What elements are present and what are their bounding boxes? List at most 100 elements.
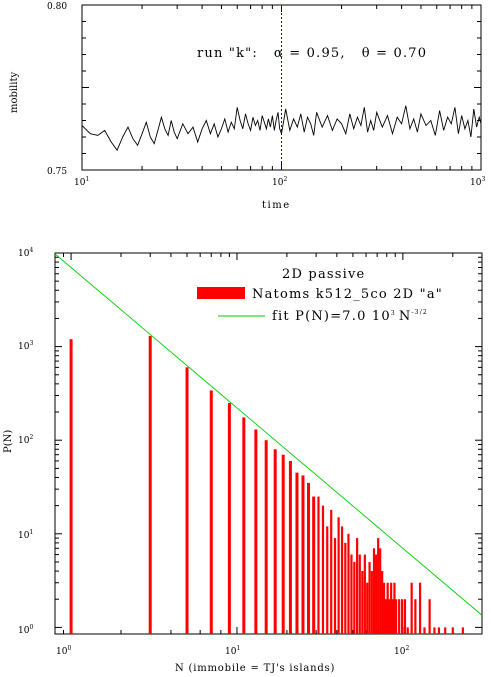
legend-label-bars: Natoms k512_5co 2D "a" <box>252 287 443 302</box>
top-x-tick-label-2: 103 <box>470 176 485 188</box>
histogram-bar <box>375 554 378 634</box>
bot-x-tick-exp-1: 1 <box>236 645 240 652</box>
histogram-bar <box>391 599 394 634</box>
histogram-bar <box>356 538 359 634</box>
top-x-tick-exp-0: 1 <box>85 176 89 183</box>
histogram-bar <box>388 599 391 634</box>
histogram-bar <box>381 571 384 634</box>
top-x-tick-label-0: 101 <box>74 176 89 188</box>
top-x-tick-label-1: 102 <box>272 176 287 188</box>
bot-y-tick-label-1: 101 <box>18 529 33 541</box>
bot-x-tick-base-1: 10 <box>225 647 237 657</box>
histogram-bar <box>406 627 409 634</box>
histogram-bar <box>461 627 464 634</box>
histogram-bar <box>337 517 340 634</box>
histogram-bar <box>437 627 441 634</box>
histogram-bar <box>433 627 436 634</box>
bot-x-tick-label-1: 101 <box>225 645 240 657</box>
bot-y-tick-base-1: 10 <box>18 531 30 541</box>
histogram-bar <box>330 509 333 634</box>
histogram-bar <box>148 335 152 634</box>
bot-y-tick-exp-1: 1 <box>29 529 33 536</box>
top-annotation: run "k": α = 0.95, θ = 0.70 <box>197 46 427 61</box>
histogram-bar <box>394 599 398 634</box>
bot-x-tick-exp-0: 0 <box>67 645 71 652</box>
bot-y-tick-base-0: 10 <box>18 626 30 636</box>
histogram-bar <box>340 526 344 634</box>
bottom-plot-frame <box>54 252 483 635</box>
histogram-bar <box>333 538 337 634</box>
histogram-bar <box>444 627 447 634</box>
bot-x-tick-base-0: 10 <box>56 647 68 657</box>
histogram-bar <box>377 538 380 634</box>
histogram-bar <box>393 582 396 634</box>
histogram-bar <box>401 599 404 634</box>
histogram-bar <box>368 561 371 634</box>
top-x-tick-base-0: 10 <box>74 178 86 188</box>
top-ticks <box>81 4 482 171</box>
mobility-chart: run "k": α = 0.95, θ = 0.70 0.80 0.75 10… <box>9 2 485 211</box>
histogram-bar <box>242 417 246 634</box>
histogram-bar <box>370 571 373 634</box>
top-x-tick-exp-1: 2 <box>283 176 287 183</box>
legend-label-fit: fit P(N)=7.0 103 N-3/2 <box>272 309 428 324</box>
bot-y-tick-label-0: 100 <box>18 624 33 636</box>
histogram-bar <box>307 482 311 634</box>
histogram-bar <box>347 533 350 634</box>
histogram-bar <box>428 599 431 634</box>
histogram-bar <box>295 472 299 634</box>
bot-y-tick-exp-4: 4 <box>29 247 33 254</box>
histogram-bar <box>451 627 454 634</box>
histogram-bar <box>254 429 258 634</box>
bot-y-axis-label: P(N) <box>3 430 14 453</box>
bot-y-tick-base-4: 10 <box>18 249 30 259</box>
legend-swatch-bars <box>197 287 245 299</box>
histogram-bar <box>358 554 361 634</box>
histogram-bar <box>350 554 353 634</box>
histogram-bar <box>384 599 387 634</box>
histogram-bar <box>317 496 320 634</box>
histogram-bar <box>326 526 329 634</box>
bot-y-tick-label-3: 103 <box>18 340 33 352</box>
histogram-bar <box>386 582 389 634</box>
legend-fit-exp1: 3 <box>391 310 396 317</box>
histogram-bar <box>301 475 305 634</box>
histogram-bar <box>418 582 422 634</box>
histogram-bar <box>382 582 386 634</box>
bot-y-tick-exp-3: 3 <box>29 340 33 347</box>
bot-y-tick-exp-2: 2 <box>29 434 33 441</box>
bot-y-tick-label-4: 104 <box>18 247 33 259</box>
histogram-bar <box>264 440 268 634</box>
top-x-tick-exp-2: 3 <box>481 176 485 183</box>
histogram-bar <box>379 548 382 634</box>
legend-fit-exp2: -3/2 <box>411 309 427 316</box>
histogram-bar <box>209 390 213 634</box>
bot-y-tick-exp-0: 0 <box>29 624 33 631</box>
histogram-bar <box>361 571 364 634</box>
histogram-bar <box>312 496 316 634</box>
histogram-bar <box>398 599 401 634</box>
top-x-tick-base-2: 10 <box>470 178 482 188</box>
histogram-bar <box>281 454 285 634</box>
histogram-bar <box>288 460 292 634</box>
bot-x-tick-label-2: 102 <box>394 645 409 657</box>
histogram-bar <box>410 582 413 634</box>
legend-title: 2D passive <box>282 267 365 282</box>
bot-y-tick-base-2: 10 <box>18 436 30 446</box>
histogram-bar <box>363 554 366 634</box>
top-y-axis-label: mobility <box>9 71 20 113</box>
histogram-bar <box>403 599 407 634</box>
mobility-series-line <box>81 105 482 152</box>
histogram-bar <box>372 548 376 634</box>
histogram-bar <box>353 561 356 634</box>
bot-x-axis-label: N (immobile = TJ's islands) <box>175 663 335 674</box>
histogram-bars <box>69 335 464 634</box>
histogram-bar <box>321 505 325 634</box>
legend-fit-mid: N <box>399 309 412 324</box>
top-y-tick-label-1: 0.75 <box>47 167 67 177</box>
histogram-bar <box>227 402 231 634</box>
histogram-bar <box>423 627 426 634</box>
top-x-tick-base-1: 10 <box>272 178 284 188</box>
histogram-bar <box>344 542 347 634</box>
